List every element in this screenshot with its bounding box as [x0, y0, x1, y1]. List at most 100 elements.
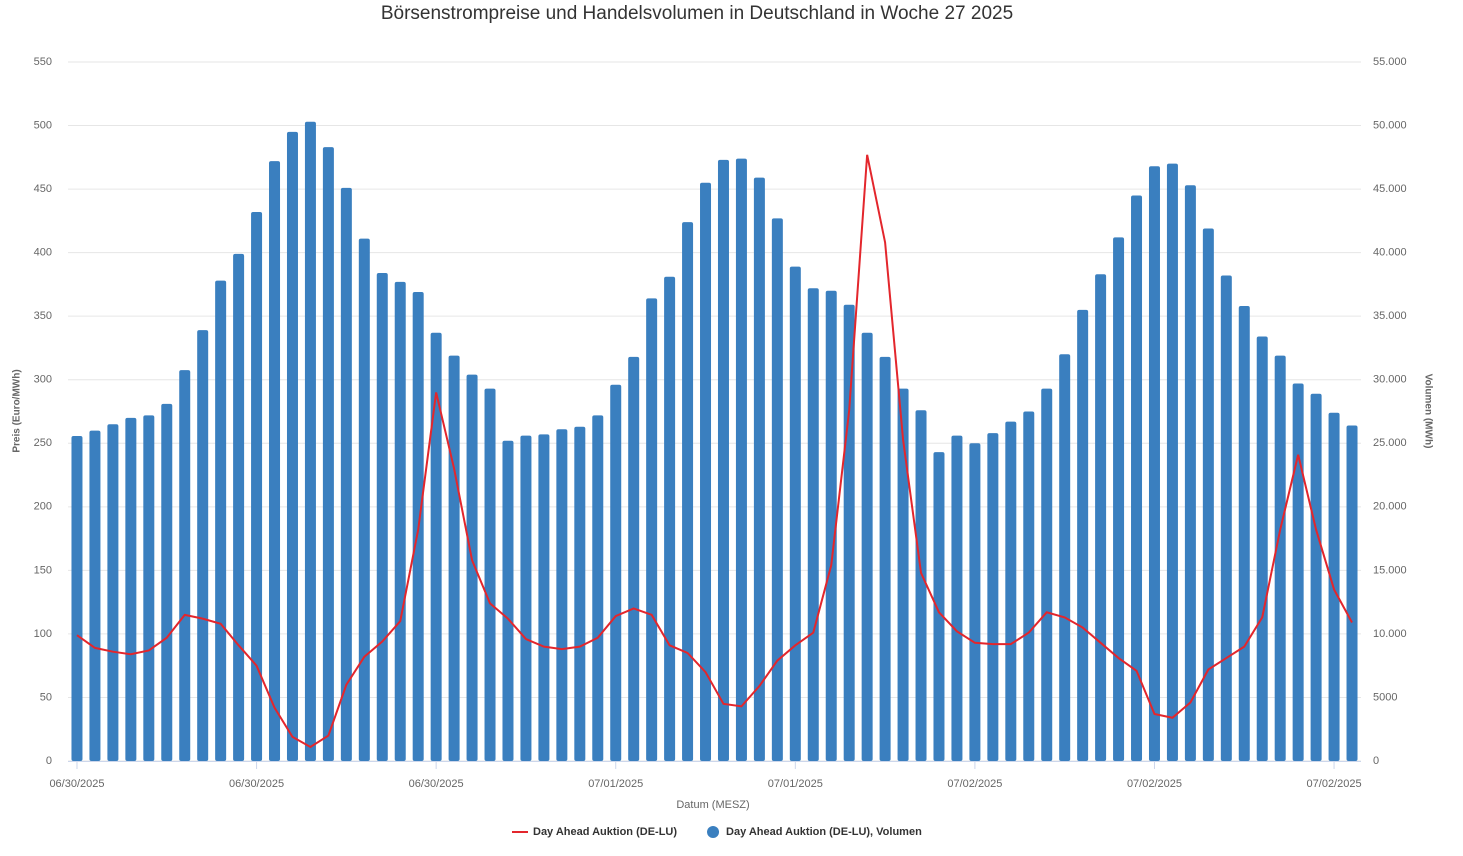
y2-tick-label: 45.000: [1373, 183, 1407, 195]
x-tick-label: 07/02/2025: [947, 778, 1002, 790]
bar: [1148, 166, 1160, 761]
bar: [1041, 388, 1053, 761]
bar: [304, 121, 316, 761]
bar: [394, 281, 406, 761]
x-tick-label: 06/30/2025: [409, 778, 464, 790]
y-axis-label: Preis (Euro/MWh): [12, 369, 23, 452]
bar: [1292, 383, 1304, 761]
legend-label: Day Ahead Auktion (DE-LU), Volumen: [726, 826, 922, 838]
legend-label: Day Ahead Auktion (DE-LU): [533, 826, 677, 838]
bar: [340, 187, 352, 761]
bar: [538, 434, 550, 761]
bar: [322, 147, 334, 762]
bar: [771, 218, 783, 761]
y2-tick-label: 15.000: [1373, 564, 1407, 576]
bar: [861, 332, 873, 761]
y-tick-label: 350: [34, 310, 52, 322]
y-tick-label: 450: [34, 183, 52, 195]
bar: [951, 435, 963, 761]
y-tick-label: 150: [34, 564, 52, 576]
bar: [933, 452, 945, 761]
y2-tick-label: 50.000: [1373, 119, 1407, 131]
bar: [484, 388, 496, 761]
bar: [1238, 306, 1250, 761]
y2-tick-label: 20.000: [1373, 501, 1407, 513]
bar: [215, 280, 227, 761]
bar: [1202, 228, 1214, 762]
bar: [735, 158, 747, 761]
bar: [574, 426, 586, 761]
bar: [628, 356, 640, 761]
bar: [358, 238, 370, 761]
bar: [700, 182, 712, 762]
y2-tick-label: 35.000: [1373, 310, 1407, 322]
bar: [646, 298, 658, 761]
bar: [897, 388, 909, 761]
y2-tick-label: 0: [1373, 755, 1379, 767]
bar: [1184, 185, 1196, 761]
bar: [233, 253, 245, 761]
y2-tick-label: 40.000: [1373, 247, 1407, 259]
bar: [89, 430, 101, 761]
y2-tick-label: 10.000: [1373, 628, 1407, 640]
bar: [1256, 336, 1268, 761]
legend-marker: [707, 826, 720, 838]
y-tick-label: 100: [34, 628, 52, 640]
x-axis-label: Datum (MESZ): [676, 799, 749, 811]
y-tick-label: 0: [46, 755, 52, 767]
y2-tick-label: 25.000: [1373, 437, 1407, 449]
y-tick-label: 550: [34, 56, 52, 68]
bar: [466, 374, 478, 761]
bar: [269, 161, 281, 761]
bar: [161, 403, 173, 761]
bar: [1220, 275, 1232, 761]
x-tick-label: 07/01/2025: [588, 778, 643, 790]
bar: [1005, 421, 1017, 761]
bar: [1346, 425, 1358, 761]
bar: [1059, 354, 1071, 761]
x-tick-label: 06/30/2025: [49, 778, 104, 790]
bar: [197, 330, 209, 761]
bar: [430, 332, 442, 761]
bar: [1166, 163, 1178, 761]
bar: [717, 159, 729, 762]
bar: [987, 433, 999, 761]
bar: [879, 356, 891, 761]
y2-tick-label: 30.000: [1373, 374, 1407, 386]
y-tick-label: 400: [34, 247, 52, 259]
bar: [107, 424, 119, 761]
bar: [556, 429, 568, 761]
bar: [1077, 309, 1089, 761]
y-tick-label: 250: [34, 437, 52, 449]
bar: [125, 417, 137, 761]
y-tick-label: 50: [40, 691, 52, 703]
bar: [610, 384, 622, 761]
bar: [376, 272, 388, 761]
price-line: [76, 154, 1353, 749]
bar: [1095, 274, 1107, 761]
y-tick-label: 500: [34, 119, 52, 131]
bar: [664, 276, 676, 761]
bar: [1274, 355, 1286, 761]
bar: [1023, 411, 1035, 761]
y2-tick-label: 5000: [1373, 691, 1397, 703]
x-tick-label: 06/30/2025: [229, 778, 284, 790]
y2-tick-label: 55.000: [1373, 56, 1407, 68]
bar: [179, 370, 191, 761]
bar: [71, 436, 83, 761]
x-tick-label: 07/02/2025: [1307, 778, 1362, 790]
bar: [448, 355, 460, 761]
chart-title: Börsenstrompreise und Handelsvolumen in …: [381, 3, 1013, 24]
bar: [502, 440, 514, 761]
x-tick-label: 07/02/2025: [1127, 778, 1182, 790]
bar: [753, 177, 765, 762]
y2-axis-label: Volumen (MWh): [1422, 374, 1433, 449]
bar: [143, 415, 155, 761]
bar: [251, 211, 263, 761]
bar: [1131, 195, 1143, 762]
bar: [789, 266, 801, 761]
bar: [825, 290, 837, 761]
bar: [843, 304, 855, 761]
bar: [592, 415, 604, 761]
